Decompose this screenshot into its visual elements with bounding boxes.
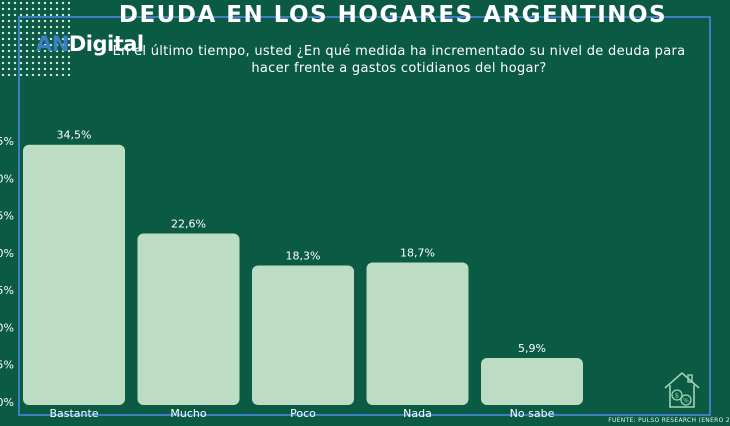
bar-bastante [23, 144, 125, 405]
x-category-label: No sabe [510, 407, 555, 420]
y-tick-label: 5% [0, 359, 14, 372]
y-tick-label: 15% [0, 284, 14, 297]
subtitle-line-2: hacer frente a gastos cotidianos del hog… [251, 61, 547, 76]
x-category-label: Mucho [170, 407, 206, 420]
x-category-label: Nada [403, 407, 432, 420]
y-tick-label: 25% [0, 210, 14, 223]
svg-text:%: % [683, 398, 689, 405]
x-category-label: Bastante [49, 407, 98, 420]
bar-nada [366, 262, 469, 405]
chart-frame [18, 16, 711, 416]
page-title: DEUDA EN LOS HOGARES ARGENTINOS [118, 2, 668, 28]
bar-value-label: 5,9% [518, 342, 546, 355]
subtitle-line-1: En el último tiempo, usted ¿En qué medid… [112, 44, 686, 59]
svg-text:$: $ [675, 392, 679, 400]
logo-an: AN [36, 32, 69, 56]
x-category-label: Poco [290, 407, 316, 420]
bar-value-label: 22,6% [171, 217, 206, 230]
logo-digital: Digital [68, 32, 144, 56]
bar-poco [252, 265, 354, 405]
y-tick-label: 10% [0, 321, 14, 334]
bar-value-label: 18,3% [286, 250, 321, 263]
bar-value-label: 34,5% [57, 129, 92, 142]
brand-logo: ANDigital [36, 32, 144, 56]
source-note: FUENTE: PULSO RESEARCH (ENERO 2 [608, 417, 730, 424]
y-tick-label: 35% [0, 135, 14, 148]
chart-subtitle: En el último tiempo, usted ¿En qué medid… [74, 43, 724, 77]
bar-no-sabe [481, 358, 583, 405]
dot-pattern-decoration [0, 0, 70, 76]
y-tick-label: 20% [0, 247, 14, 260]
y-tick-label: 30% [0, 172, 14, 185]
bar-mucho [137, 233, 240, 405]
house-percent-icon: $ % [664, 372, 700, 408]
bar-value-label: 18,7% [400, 247, 435, 260]
y-tick-label: 0% [0, 396, 14, 409]
